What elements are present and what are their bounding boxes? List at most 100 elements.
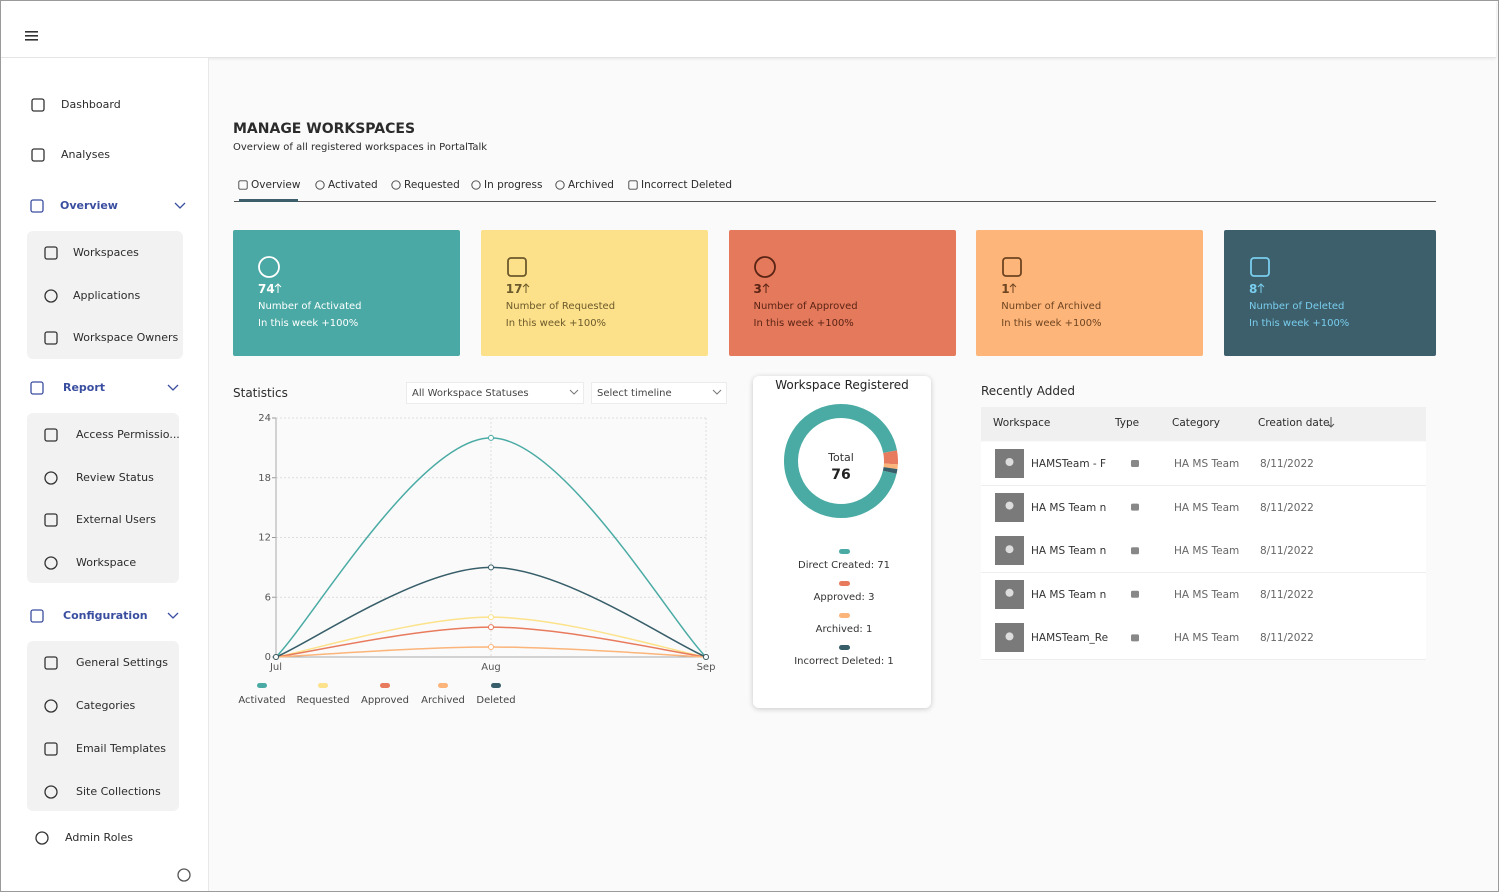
tab[interactable]: Activated bbox=[328, 179, 378, 191]
stat-card: 1 Number of Archived In this week +100% bbox=[976, 230, 1204, 356]
nav-item[interactable]: Workspace bbox=[76, 556, 137, 569]
cell: HA MS Team bbox=[1174, 501, 1240, 514]
legend-swatch bbox=[318, 683, 328, 688]
card-note: In this week +100% bbox=[505, 318, 607, 329]
up-arrow bbox=[274, 283, 282, 293]
legend-swatch bbox=[380, 683, 390, 688]
card-icon bbox=[1250, 257, 1270, 277]
filter-dropdown[interactable]: Select timeline bbox=[591, 382, 727, 404]
card-note: In this week +100% bbox=[1249, 318, 1350, 329]
card-value: 3 bbox=[753, 282, 762, 296]
cell: HAMSTeam - F bbox=[1031, 458, 1107, 470]
point bbox=[488, 644, 494, 651]
point bbox=[703, 654, 709, 660]
up-arrow bbox=[762, 283, 769, 293]
table-row[interactable] bbox=[981, 616, 1426, 661]
icon bbox=[555, 180, 565, 190]
nav-item[interactable]: External Users bbox=[76, 513, 156, 526]
cell: 8/11/2022 bbox=[1260, 632, 1314, 645]
x-tick-label: Aug bbox=[481, 662, 501, 673]
point bbox=[273, 654, 279, 660]
cell: HAMSTeam_Re bbox=[1031, 632, 1109, 645]
table-row[interactable] bbox=[981, 529, 1426, 574]
tab[interactable]: Incorrect Deleted bbox=[641, 179, 733, 191]
tab-active bbox=[239, 199, 298, 202]
icon-shape bbox=[628, 180, 638, 190]
icon-shape bbox=[238, 180, 248, 190]
card-label: Number of Deleted bbox=[1249, 301, 1345, 312]
cell: HA MS Team bbox=[1174, 458, 1240, 470]
icon bbox=[471, 180, 481, 190]
point bbox=[703, 654, 709, 660]
legend-label: Deleted bbox=[476, 695, 515, 706]
column-header: Category bbox=[1172, 417, 1220, 429]
filter-label: Select timeline bbox=[597, 388, 672, 399]
avatar bbox=[995, 536, 1024, 566]
card-label: Number of Activated bbox=[258, 301, 362, 312]
table-row[interactable] bbox=[981, 442, 1426, 486]
nav-item[interactable]: Analyses bbox=[61, 148, 111, 161]
avatar bbox=[995, 623, 1024, 653]
nav-item[interactable]: Access Permissio... bbox=[76, 428, 180, 441]
icon bbox=[391, 180, 401, 190]
y-tick-label: 6 bbox=[265, 592, 271, 603]
nav-item[interactable]: Workspace Owners bbox=[73, 331, 179, 344]
card-label: Number of Requested bbox=[505, 301, 616, 312]
nav-item[interactable]: Email Templates bbox=[76, 742, 166, 755]
cell: HA MS Team bbox=[1174, 588, 1240, 601]
nav-group[interactable]: Overview bbox=[60, 199, 118, 212]
point bbox=[703, 654, 709, 660]
cell: 8/11/2022 bbox=[1260, 501, 1314, 514]
card-note: In this week +100% bbox=[258, 318, 359, 329]
tab[interactable]: Requested bbox=[404, 179, 460, 191]
table-row[interactable] bbox=[981, 572, 1426, 617]
series-line bbox=[275, 566, 707, 658]
legend-label: Archived bbox=[421, 695, 465, 706]
menu-button[interactable] bbox=[24, 29, 40, 43]
legend-label: Requested bbox=[296, 695, 349, 706]
point bbox=[488, 614, 494, 621]
nav-item[interactable]: General Settings bbox=[76, 656, 168, 669]
cell: HA MS Team n bbox=[1031, 588, 1107, 601]
series-line bbox=[275, 616, 707, 658]
y-tick-label: 24 bbox=[258, 413, 271, 424]
filter-dropdown[interactable]: All Workspace Statuses bbox=[406, 382, 584, 404]
column-header: Workspace bbox=[993, 417, 1051, 429]
stat-card: 8 Number of Deleted In this week +100% bbox=[1224, 230, 1436, 356]
legend-swatch bbox=[491, 683, 501, 688]
point bbox=[273, 654, 279, 660]
x-tick-label: Sep bbox=[697, 662, 716, 673]
nav-group[interactable]: Configuration bbox=[63, 609, 148, 622]
nav-item[interactable]: Review Status bbox=[76, 471, 154, 484]
tab[interactable]: In progress bbox=[484, 179, 543, 191]
nav-item[interactable]: Workspaces bbox=[73, 246, 139, 259]
nav-item[interactable]: Admin Roles bbox=[65, 831, 133, 844]
tab-rule bbox=[234, 201, 1436, 202]
column-header[interactable]: Creation date bbox=[1258, 417, 1330, 429]
nav-group[interactable]: Report bbox=[63, 381, 106, 394]
cell: 8/11/2022 bbox=[1260, 588, 1314, 601]
table-row[interactable] bbox=[981, 485, 1426, 530]
legend-swatch bbox=[438, 683, 448, 688]
legend-label: Approved bbox=[361, 695, 409, 706]
tab[interactable]: Overview bbox=[251, 179, 301, 191]
point bbox=[703, 654, 709, 660]
point bbox=[488, 564, 494, 571]
point bbox=[703, 654, 709, 660]
cell: 8/11/2022 bbox=[1260, 545, 1314, 558]
nav-item[interactable]: Applications bbox=[73, 289, 141, 302]
legend-label: Activated bbox=[238, 695, 285, 706]
legend-swatch bbox=[257, 683, 267, 688]
nav-item[interactable]: Dashboard bbox=[61, 98, 121, 111]
tab[interactable]: Archived bbox=[568, 179, 614, 191]
icon bbox=[315, 180, 325, 190]
point bbox=[488, 434, 494, 441]
up-arrow bbox=[1257, 283, 1265, 293]
icon bbox=[628, 180, 638, 190]
card-label: Number of Archived bbox=[1001, 301, 1102, 312]
icon bbox=[238, 180, 248, 190]
nav-item[interactable]: Categories bbox=[76, 699, 136, 712]
nav-item[interactable]: Site Collections bbox=[76, 785, 161, 798]
table-title: Recently Added bbox=[981, 384, 1075, 398]
